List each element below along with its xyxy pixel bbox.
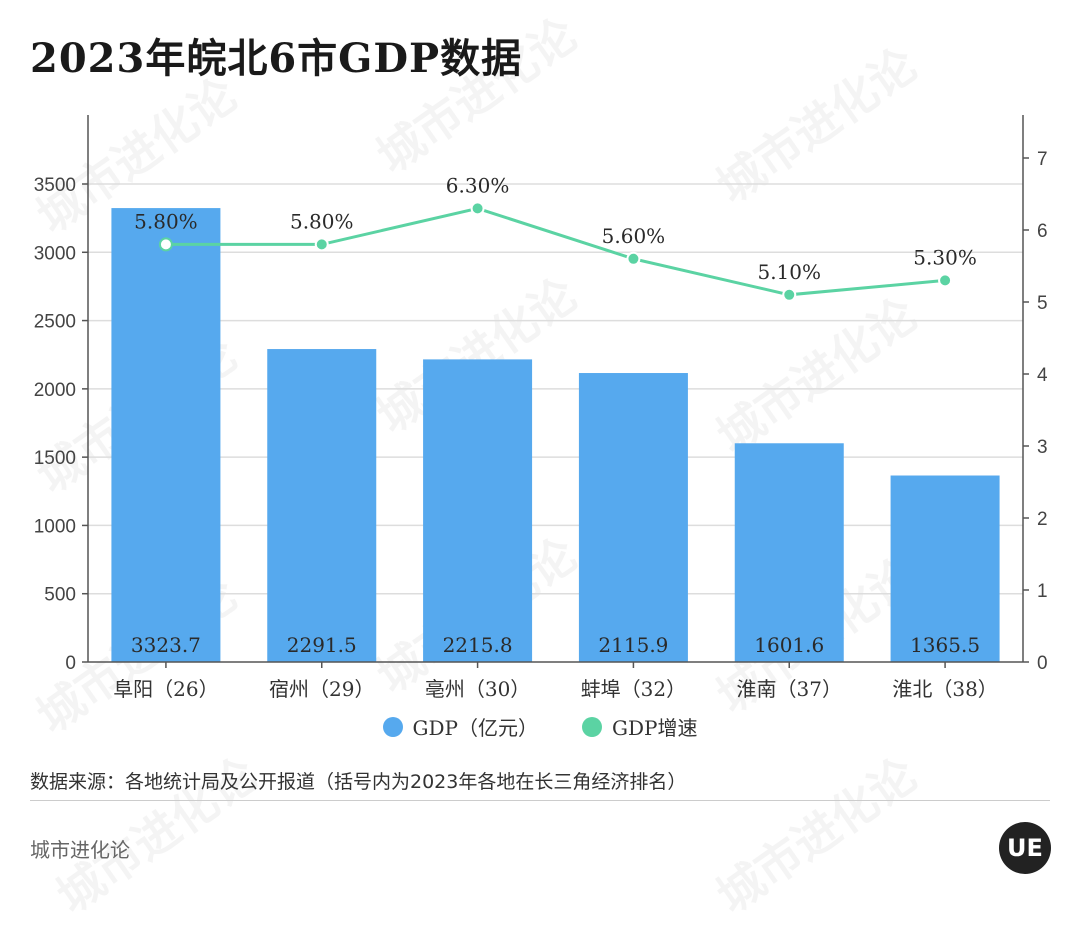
growth-point <box>158 237 173 252</box>
y-left-tick-label: 500 <box>44 585 76 606</box>
legend-swatch-growth <box>582 716 602 737</box>
chart-title: 2023年皖北6市GDP数据 <box>30 35 523 82</box>
legend-item-gdp[interactable]: GDP（亿元） <box>382 712 538 741</box>
y-left-tick-label: 3000 <box>34 243 76 264</box>
growth-point <box>470 201 485 216</box>
y-right-tick-label: 2 <box>1037 509 1048 530</box>
legend-label-gdp: GDP（亿元） <box>412 716 538 740</box>
bar <box>578 373 688 662</box>
growth-value-label: 5.30% <box>913 245 977 269</box>
growth-value-label: 5.80% <box>290 209 354 233</box>
bar-value-label: 1601.6 <box>754 633 824 657</box>
category-label: 宿州（29） <box>269 677 374 700</box>
y-right-tick-label: 7 <box>1037 149 1048 170</box>
y-right-tick-label: 3 <box>1037 437 1048 458</box>
chart-legend: GDP（亿元） GDP增速 <box>0 712 1080 741</box>
watermark: 城市进化论 <box>702 740 928 926</box>
bar <box>423 359 533 662</box>
y-right-tick-label: 1 <box>1037 581 1048 602</box>
y-left-tick-label: 2000 <box>34 380 76 401</box>
category-label: 亳州（30） <box>425 677 530 700</box>
growth-value-label: 5.80% <box>134 209 198 233</box>
legend-label-growth: GDP增速 <box>612 716 698 740</box>
bar <box>267 349 377 662</box>
growth-point <box>782 287 797 302</box>
y-left-tick-label: 1000 <box>34 516 76 537</box>
y-right-tick-label: 4 <box>1037 365 1048 386</box>
combo-chart: 0 500 1000 1500 2000 2500 3000 3500 0 1 2 3 4 5 6 7 阜阳（2… <box>34 115 1048 700</box>
legend-item-growth[interactable]: GDP增速 <box>582 712 697 741</box>
bar-value-label: 1365.5 <box>910 633 980 657</box>
brand-logo: UE <box>999 822 1051 874</box>
bar <box>890 475 1000 662</box>
growth-value-label: 6.30% <box>446 173 510 197</box>
y-left-tick-label: 1500 <box>34 448 76 469</box>
y-left-tick-label: 0 <box>65 653 76 674</box>
bar <box>111 208 221 662</box>
growth-value-label: 5.60% <box>602 224 666 248</box>
growth-point <box>314 237 329 252</box>
growth-point <box>938 273 953 288</box>
y-right-tick-label: 5 <box>1037 293 1048 314</box>
y-right-tick-label: 0 <box>1037 653 1048 674</box>
bar-value-label: 2115.9 <box>598 633 668 657</box>
brand-name: 城市进化论 <box>30 838 130 862</box>
bar-value-label: 2215.8 <box>443 633 513 657</box>
y-left-tick-label: 3500 <box>34 175 76 196</box>
category-label: 蚌埠（32） <box>581 677 686 700</box>
legend-swatch-gdp <box>382 716 403 737</box>
growth-line <box>165 206 946 297</box>
bar-value-label: 3323.7 <box>131 633 201 657</box>
category-label: 阜阳（26） <box>113 677 218 700</box>
growth-value-label: 5.10% <box>757 260 821 284</box>
bar-value-label: 2291.5 <box>287 633 357 657</box>
y-left-tick-label: 2500 <box>34 312 76 333</box>
bar <box>734 443 844 662</box>
category-label: 淮南（37） <box>737 677 842 700</box>
growth-point <box>626 251 641 266</box>
y-right-tick-label: 6 <box>1037 221 1048 242</box>
divider <box>30 800 1050 801</box>
category-label: 淮北（38） <box>892 677 997 700</box>
source-note: 数据来源：各地统计局及公开报道（括号内为2023年各地在长三角经济排名） <box>30 771 687 793</box>
